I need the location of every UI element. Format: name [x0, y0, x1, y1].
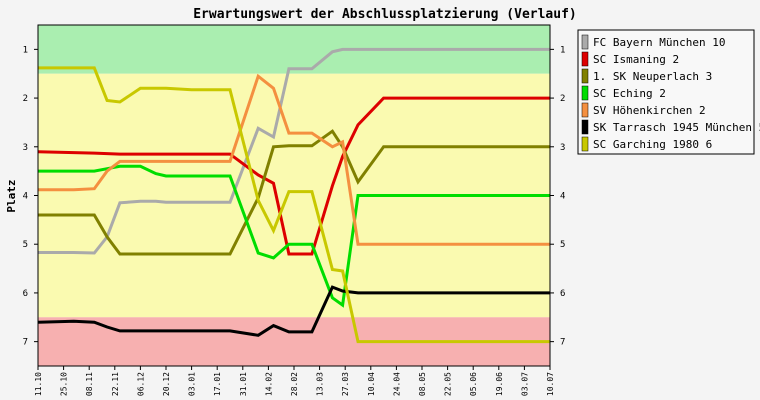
x-tick-label-3: 22.11: [111, 372, 120, 396]
x-tick-label-12: 27.03: [341, 372, 350, 396]
legend-label-4: SV Höhenkirchen 2: [593, 104, 706, 117]
series-line-6: [38, 66, 550, 344]
legend-label-6: SC Garching 1980 6: [593, 138, 712, 151]
x-tick-label-13: 10.04: [367, 372, 376, 396]
y-tick-label-left-0: 1: [23, 45, 28, 55]
series-line-0: [38, 47, 550, 255]
series-line-5: [37, 285, 550, 337]
legend-label-3: SC Eching 2: [593, 87, 666, 100]
legend-swatch-0: [581, 34, 589, 50]
y-tick-label-right-2: 3: [560, 143, 565, 153]
x-tick-label-19: 03.07: [520, 372, 529, 396]
legend-swatch-1: [581, 51, 589, 67]
x-tick-label-15: 08.05: [418, 372, 427, 396]
series-line-4: [38, 73, 550, 246]
legend-swatch-5: [581, 119, 589, 135]
x-tick-label-6: 03.01: [188, 372, 197, 396]
y-tick-label-left-3: 4: [23, 192, 28, 202]
y-tick-label-right-5: 6: [560, 289, 565, 299]
y-ticks: 1 1 2 2 3 3 4 4 5 5 6 6 7 7: [23, 45, 566, 347]
x-tick-label-5: 20.12: [162, 372, 171, 396]
x-tick-label-10: 28.02: [290, 372, 299, 396]
legend-label-2: 1. SK Neuperlach 3: [593, 70, 712, 83]
series-layer: [37, 47, 550, 344]
legend-box: [577, 29, 755, 155]
legend-label-5: SK Tarrasch 1945 München 5: [593, 121, 760, 134]
y-tick-label-right-0: 1: [560, 45, 565, 55]
x-tick-label-11: 13.03: [316, 372, 325, 396]
x-tick-label-8: 31.01: [239, 372, 248, 396]
x-ticks: 11.10 25.10 08.11 22.11 06.12 20.12 03.01 17.01…: [34, 366, 555, 396]
y-tick-label-left-4: 5: [23, 240, 28, 250]
chart-title: Erwartungswert der Abschlussplatzierung …: [193, 7, 577, 22]
series-line-2: [38, 129, 550, 256]
x-tick-label-18: 19.06: [495, 372, 504, 396]
x-tick-label-9: 14.02: [264, 372, 273, 396]
legend-swatch-3: [581, 85, 589, 101]
x-tick-label-2: 08.11: [85, 372, 94, 396]
x-tick-label-4: 06.12: [136, 372, 145, 396]
y-tick-label-left-2: 3: [23, 143, 28, 153]
legend-label-0: FC Bayern München 10: [593, 36, 725, 49]
x-tick-label-0: 11.10: [34, 372, 43, 396]
x-tick-label-1: 25.10: [60, 372, 69, 396]
y-tick-label-left-6: 7: [23, 338, 28, 348]
y-tick-label-right-3: 4: [560, 192, 565, 202]
x-tick-label-16: 22.05: [444, 372, 453, 396]
legend-swatch-6: [581, 136, 589, 152]
x-tick-label-14: 24.04: [392, 372, 401, 396]
legend-swatch-2: [581, 68, 589, 84]
y-tick-label-right-1: 2: [560, 94, 565, 104]
legend: FC Bayern München 10 SC Ismaning 2 1. SK N…: [577, 29, 760, 155]
y-tick-label-left-5: 6: [23, 289, 28, 299]
x-tick-label-20: 10.07: [546, 372, 555, 396]
x-tick-label-17: 05.06: [469, 372, 478, 396]
y-tick-label-right-6: 7: [560, 338, 565, 348]
y-axis-label: Platz: [5, 179, 18, 212]
series-line-3: [38, 164, 550, 308]
legend-label-1: SC Ismaning 2: [593, 53, 679, 66]
x-tick-label-7: 17.01: [213, 372, 222, 396]
y-tick-label-right-4: 5: [560, 240, 565, 250]
y-tick-label-left-1: 2: [23, 94, 28, 104]
legend-swatch-4: [581, 102, 589, 118]
series-line-1: [37, 96, 550, 256]
